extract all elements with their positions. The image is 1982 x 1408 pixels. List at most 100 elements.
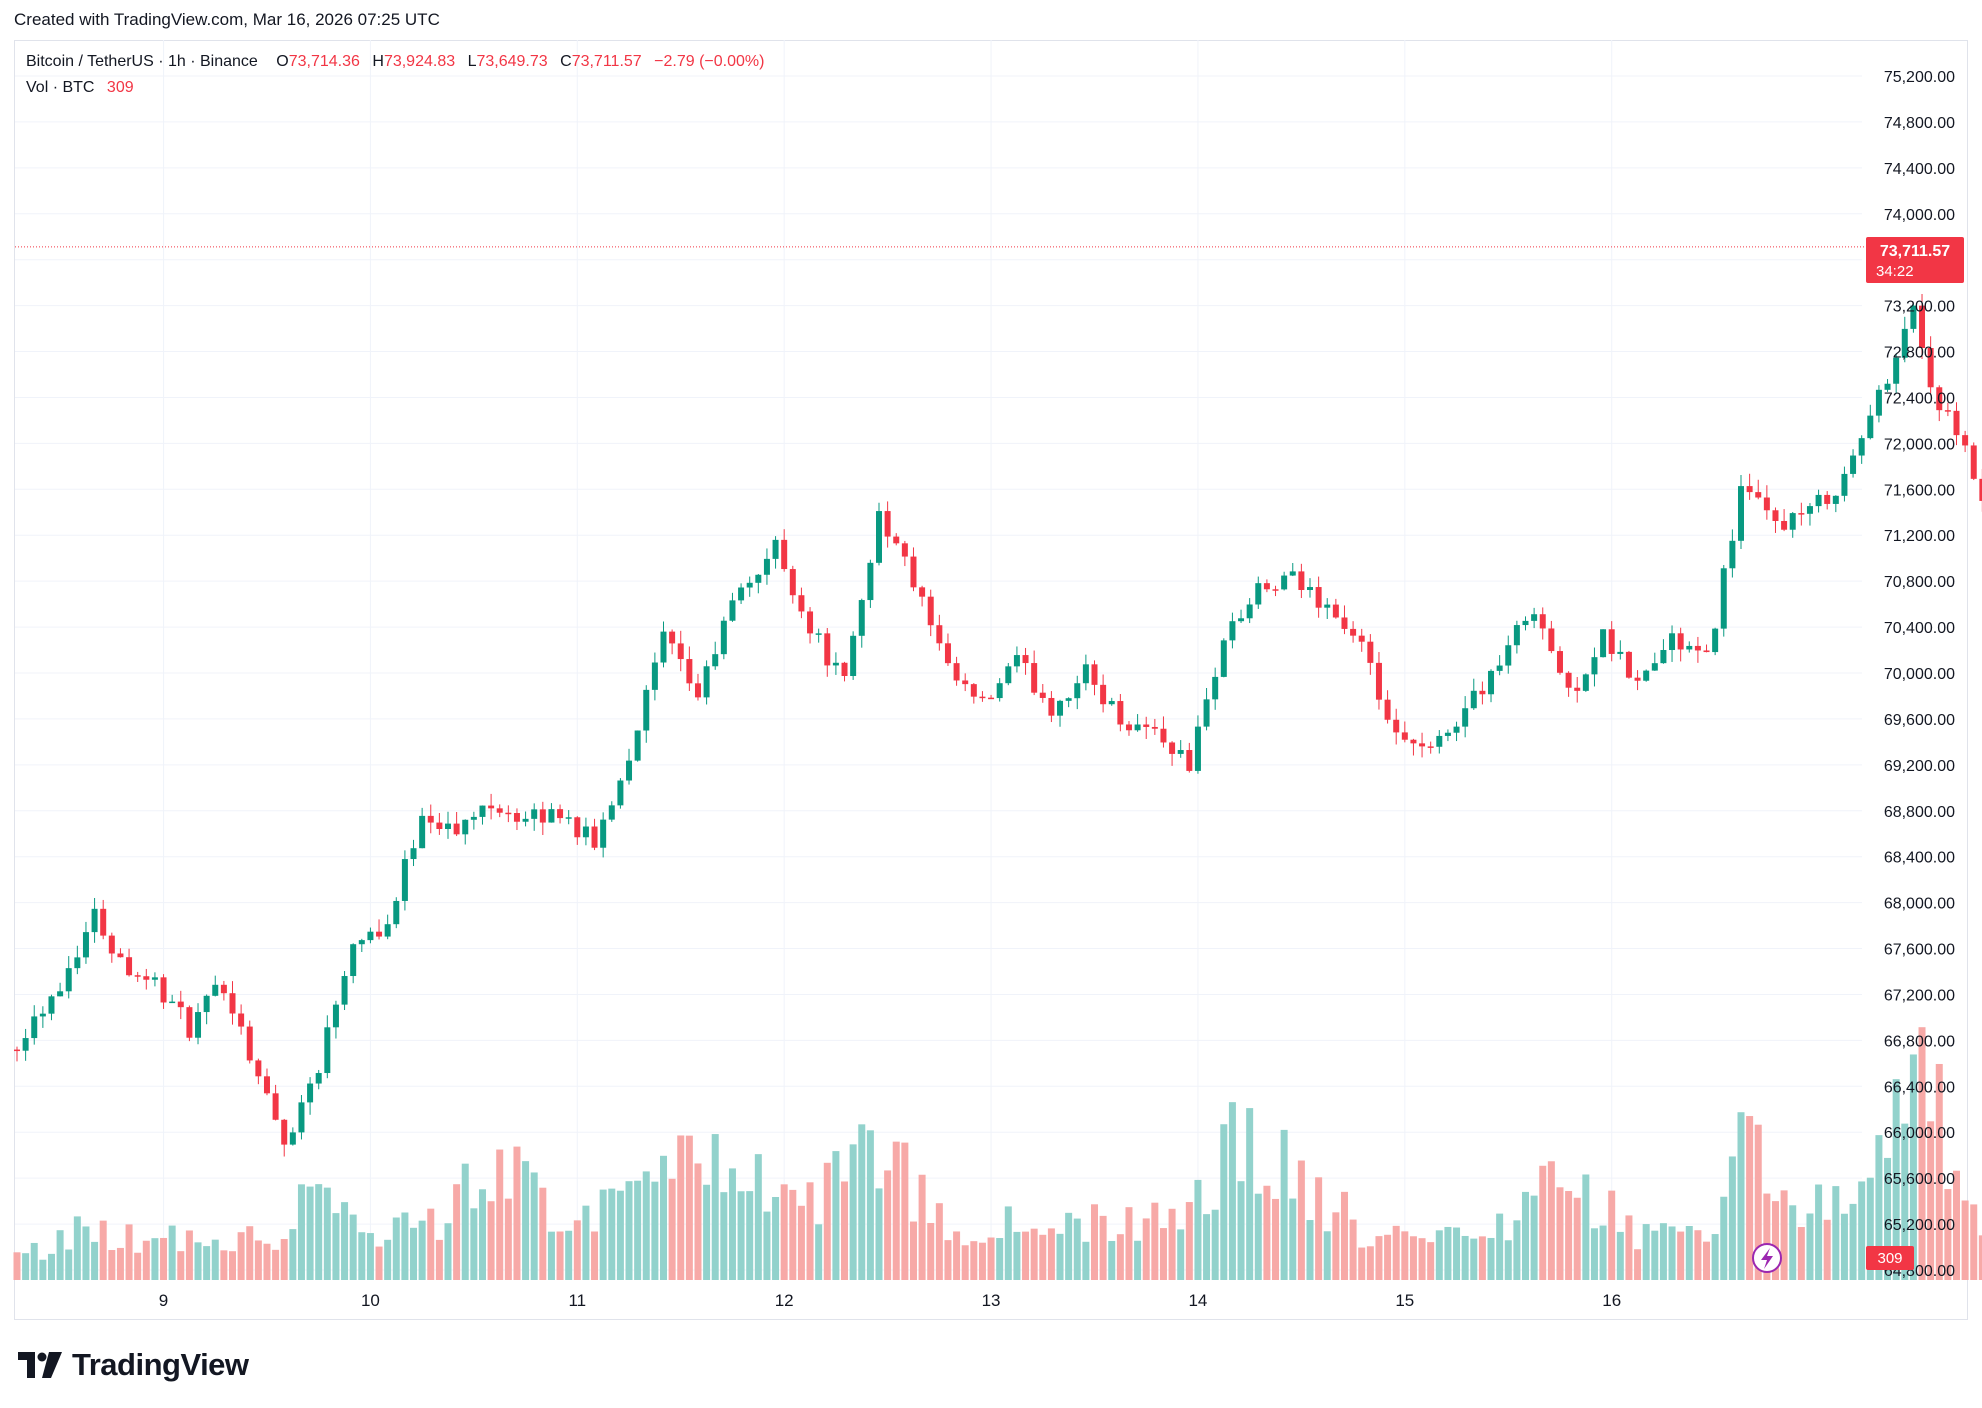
candle-body: [824, 633, 831, 666]
candle: [1703, 644, 1710, 653]
candle: [841, 661, 848, 682]
candle: [341, 971, 348, 1011]
volume-bar: [1366, 1246, 1374, 1280]
candle-body: [272, 1093, 279, 1120]
candle: [126, 948, 133, 977]
volume-bar: [496, 1149, 504, 1280]
candle: [1651, 652, 1658, 671]
candle-body: [1298, 571, 1305, 591]
candle: [729, 592, 736, 622]
volume-bar: [349, 1214, 357, 1280]
candle: [470, 811, 477, 830]
time-axis[interactable]: 9 10 11 12 13 14 15 16: [159, 1291, 1621, 1310]
volume-bar: [539, 1187, 547, 1280]
candle: [358, 938, 365, 953]
candle-body: [1841, 473, 1848, 496]
candle: [626, 748, 633, 785]
candle-body: [643, 689, 650, 731]
volume-bar: [1039, 1234, 1047, 1280]
volume-bar: [315, 1184, 323, 1280]
candle: [763, 548, 770, 585]
volume-bar: [358, 1232, 366, 1280]
candle-body: [298, 1102, 305, 1133]
candle-body: [1220, 640, 1227, 677]
volume-bar: [1142, 1218, 1150, 1280]
volume-bar: [1590, 1228, 1598, 1280]
volume-bar: [789, 1189, 797, 1280]
candle-body: [1686, 645, 1693, 650]
volume-bar: [1151, 1202, 1159, 1280]
volume-bar: [1125, 1207, 1133, 1280]
candle-body: [1694, 645, 1701, 651]
candle: [1522, 616, 1529, 631]
candle: [1763, 485, 1770, 520]
tradingview-logo[interactable]: TradingView: [18, 1347, 249, 1383]
candle: [220, 980, 227, 1001]
price-tick-label: 69,200.00: [1884, 758, 1955, 775]
candle: [82, 921, 89, 964]
volume-bar: [22, 1253, 30, 1280]
candle: [1194, 715, 1201, 774]
candle: [919, 585, 926, 607]
candle: [1979, 468, 1982, 512]
volume-label[interactable]: Vol · BTC: [26, 79, 95, 96]
volume-bar: [1099, 1215, 1107, 1280]
volume-bar: [1978, 1235, 1982, 1280]
candle-body: [1712, 628, 1719, 653]
volume-bar: [944, 1240, 952, 1280]
volume-bar: [1866, 1177, 1874, 1280]
price-tick-label: 71,200.00: [1884, 528, 1955, 545]
volume-bar: [909, 1221, 917, 1280]
candle-body: [1936, 387, 1943, 411]
volume-bar: [1358, 1247, 1366, 1280]
volume-bar: [410, 1227, 418, 1280]
candle: [332, 1000, 339, 1039]
candle: [1444, 729, 1451, 742]
volume-bar: [987, 1237, 995, 1280]
candle-body: [1039, 692, 1046, 698]
volume-bar: [185, 1230, 193, 1280]
candle: [445, 811, 451, 839]
candle-body: [177, 1001, 184, 1008]
volume-bar: [375, 1246, 383, 1280]
volume-bar: [1685, 1226, 1693, 1280]
candle-body: [807, 611, 814, 634]
volume-bar: [1556, 1187, 1564, 1280]
time-tick-label: 16: [1602, 1291, 1621, 1310]
candle: [22, 1028, 29, 1061]
volume-bar: [1754, 1124, 1762, 1280]
symbol-legend: Bitcoin / TetherUS · 1h · Binance O73,71…: [26, 53, 764, 71]
price-axis[interactable]: 64,800.0065,200.0065,600.0066,000.0066,4…: [1884, 69, 1955, 1280]
lightning-icon[interactable]: [1752, 1243, 1782, 1273]
symbol-title[interactable]: Bitcoin / TetherUS · 1h · Binance: [26, 53, 258, 70]
volume-bar: [444, 1223, 452, 1280]
candle: [1048, 691, 1055, 723]
candle: [1531, 607, 1538, 629]
candle-body: [341, 976, 348, 1005]
volume-bar: [1892, 1079, 1900, 1280]
volume-bar: [522, 1161, 530, 1280]
candle-body: [1617, 651, 1624, 654]
candle-body: [876, 511, 882, 563]
candle: [1755, 479, 1762, 500]
candle: [669, 629, 676, 655]
volume-bar: [1677, 1231, 1685, 1280]
volume-bar: [142, 1240, 150, 1280]
volume-bar: [1884, 1157, 1892, 1280]
candle: [427, 804, 434, 834]
volume-bar: [1901, 1123, 1909, 1280]
candle: [1919, 293, 1926, 359]
volume-bar: [970, 1241, 978, 1280]
candle: [238, 1004, 245, 1035]
candle-body: [1798, 513, 1805, 515]
candle-body: [1255, 583, 1262, 605]
candle: [815, 628, 822, 643]
volume-bar: [1228, 1102, 1236, 1280]
candle-body: [289, 1132, 296, 1145]
candle: [186, 1005, 193, 1042]
candle: [1238, 609, 1245, 624]
volume-bar: [1746, 1116, 1754, 1280]
volume-bar: [1487, 1237, 1495, 1280]
volume-bar: [1840, 1213, 1848, 1280]
